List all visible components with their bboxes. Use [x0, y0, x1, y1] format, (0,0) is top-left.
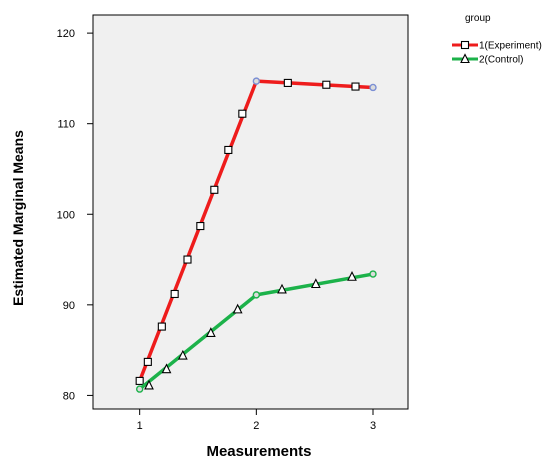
series-marker-experiment [157, 322, 166, 331]
axes: 80 90 100 110 120 1 2 3 [57, 28, 376, 432]
x-axis-title: Measurements [206, 443, 311, 460]
series-marker-experiment [135, 376, 144, 385]
series-marker-experiment [170, 289, 179, 299]
legend-title: group [465, 13, 491, 24]
series-marker-control [177, 349, 188, 360]
plot-area [92, 14, 409, 410]
x-tick-label: 1 [137, 420, 143, 432]
legend-item-experiment: 1(Experiment) [452, 41, 542, 52]
y-axis-title: Estimated Marginal Means [10, 130, 26, 306]
series-marker-control [277, 283, 287, 294]
data-point-control [252, 291, 261, 299]
series-marker-experiment [196, 221, 205, 231]
series-marker-experiment [238, 109, 247, 118]
data-point-control [135, 385, 144, 393]
y-tick-label: 90 [63, 300, 75, 312]
series-marker-experiment [322, 80, 331, 89]
legend-label-experiment: 1(Experiment) [479, 41, 542, 52]
legend-item-control: 2(Control) [452, 53, 523, 66]
series-marker-experiment [224, 145, 233, 155]
series-marker-experiment [283, 78, 292, 87]
series-experiment [135, 77, 377, 385]
series-marker-experiment [351, 82, 360, 91]
y-tick-label: 110 [57, 119, 75, 131]
y-tick-label: 100 [57, 209, 75, 221]
x-tick-label: 3 [370, 420, 376, 432]
series-marker-control [310, 278, 321, 289]
data-point-experiment [369, 83, 377, 92]
data-point-experiment [252, 77, 261, 85]
x-tick-label: 2 [253, 420, 259, 432]
series-marker-control [232, 303, 243, 314]
legend-marker-experiment [460, 40, 470, 50]
series-marker-control [347, 271, 357, 281]
series-marker-experiment [210, 185, 219, 194]
series-marker-control [161, 363, 172, 374]
legend-items: 1(Experiment) 2(Control) [452, 41, 542, 66]
legend-marker-control [460, 53, 470, 64]
series-marker-experiment [183, 255, 192, 264]
data-point-control [369, 270, 377, 278]
series-marker-control [144, 379, 154, 390]
series-marker-control [205, 327, 216, 337]
y-tick-label: 120 [57, 28, 75, 40]
series-control [135, 270, 377, 393]
series-marker-experiment [143, 357, 152, 366]
legend-label-control: 2(Control) [479, 55, 523, 66]
y-tick-label: 80 [63, 390, 75, 402]
legend: group 1(Experiment) 2(Control) [452, 13, 542, 66]
series-layer [135, 77, 377, 393]
